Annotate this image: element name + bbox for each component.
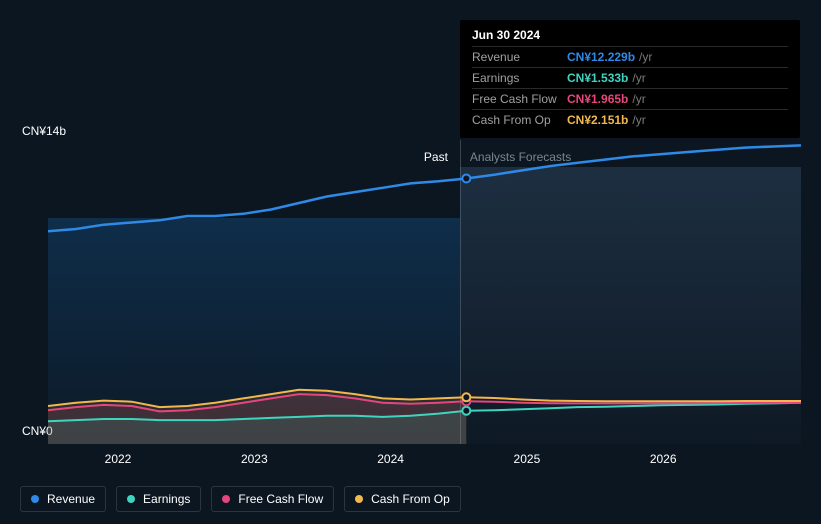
forecast-section-label: Analysts Forecasts — [470, 150, 571, 164]
x-axis: 2022 2023 2024 2025 2026 — [48, 452, 801, 472]
tooltip-metric: Free Cash Flow — [472, 92, 567, 106]
legend-label: Free Cash Flow — [238, 492, 323, 506]
tooltip-metric: Revenue — [472, 50, 567, 64]
legend-item-free-cash-flow[interactable]: Free Cash Flow — [211, 486, 334, 512]
x-tick-2026: 2026 — [650, 452, 677, 466]
tooltip-value: CN¥1.965b — [567, 92, 628, 106]
tooltip-metric: Earnings — [472, 71, 567, 85]
legend-label: Revenue — [47, 492, 95, 506]
legend-label: Cash From Op — [371, 492, 450, 506]
x-tick-2022: 2022 — [105, 452, 132, 466]
tooltip-value: CN¥1.533b — [567, 71, 628, 85]
marker-revenue — [462, 174, 470, 182]
marker-earnings — [462, 407, 470, 415]
tooltip-row-free-cash-flow: Free Cash FlowCN¥1.965b/yr — [472, 88, 788, 109]
tooltip-unit: /yr — [632, 92, 645, 106]
legend-item-revenue[interactable]: Revenue — [20, 486, 106, 512]
legend-item-earnings[interactable]: Earnings — [116, 486, 201, 512]
x-tick-2024: 2024 — [377, 452, 404, 466]
x-tick-2025: 2025 — [514, 452, 541, 466]
tooltip-row-revenue: RevenueCN¥12.229b/yr — [472, 46, 788, 67]
tooltip-unit: /yr — [632, 71, 645, 85]
tooltip-metric: Cash From Op — [472, 113, 567, 127]
chart-plot — [48, 140, 801, 444]
tooltip-row-earnings: EarningsCN¥1.533b/yr — [472, 67, 788, 88]
tooltip-row-cash-from-op: Cash From OpCN¥2.151b/yr — [472, 109, 788, 130]
chart-tooltip: Jun 30 2024 RevenueCN¥12.229b/yrEarnings… — [460, 20, 800, 138]
marker-cash-from-op — [462, 393, 470, 401]
past-section-label: Past — [424, 150, 448, 164]
legend-item-cash-from-op[interactable]: Cash From Op — [344, 486, 461, 512]
legend-dot-icon — [31, 495, 39, 503]
x-tick-2023: 2023 — [241, 452, 268, 466]
tooltip-unit: /yr — [639, 50, 652, 64]
legend-dot-icon — [222, 495, 230, 503]
tooltip-value: CN¥12.229b — [567, 50, 635, 64]
y-axis-label-max: CN¥14b — [22, 124, 66, 138]
chart-legend: Revenue Earnings Free Cash Flow Cash From O… — [20, 486, 461, 512]
tooltip-date: Jun 30 2024 — [472, 28, 788, 46]
tooltip-unit: /yr — [632, 113, 645, 127]
legend-label: Earnings — [143, 492, 190, 506]
legend-dot-icon — [127, 495, 135, 503]
legend-dot-icon — [355, 495, 363, 503]
financial-forecast-chart: CN¥14b CN¥0 Past Analysts Forecasts Jun … — [0, 0, 821, 524]
tooltip-value: CN¥2.151b — [567, 113, 628, 127]
